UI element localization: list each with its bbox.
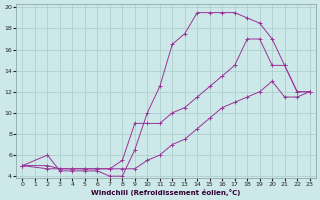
X-axis label: Windchill (Refroidissement éolien,°C): Windchill (Refroidissement éolien,°C) [91,189,241,196]
